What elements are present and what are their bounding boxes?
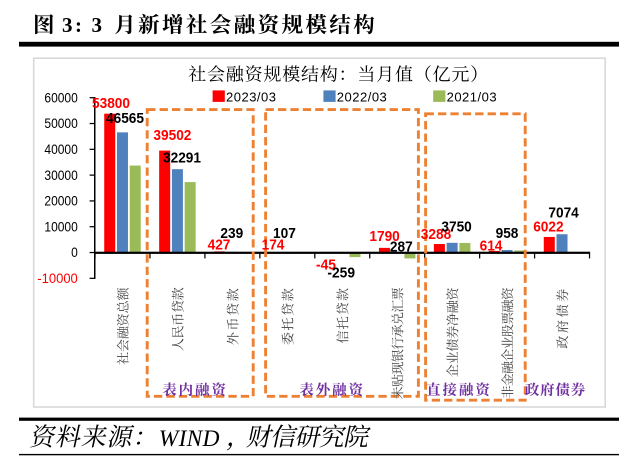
- svg-text:1790: 1790: [369, 228, 399, 245]
- svg-text:427: 427: [208, 236, 231, 253]
- svg-text:50000: 50000: [44, 116, 77, 131]
- svg-text:20000: 20000: [44, 194, 77, 209]
- svg-text:3750: 3750: [441, 218, 471, 235]
- svg-text:2022/03: 2022/03: [337, 90, 388, 105]
- svg-text:-10000: -10000: [37, 271, 78, 286]
- svg-text:287: 287: [390, 239, 413, 256]
- svg-text:7074: 7074: [548, 205, 579, 222]
- svg-text:3: 3: [92, 13, 103, 37]
- svg-text:WIND: WIND: [159, 426, 220, 452]
- svg-text:239: 239: [220, 225, 243, 242]
- svg-text:2023/03: 2023/03: [226, 90, 277, 105]
- svg-text:-45: -45: [316, 257, 337, 274]
- svg-text:6022: 6022: [533, 218, 563, 235]
- svg-text:32291: 32291: [163, 150, 201, 167]
- svg-text:60000: 60000: [44, 90, 77, 105]
- svg-text:0: 0: [71, 245, 78, 260]
- svg-text:3288: 3288: [421, 226, 451, 243]
- svg-text:10000: 10000: [44, 219, 77, 234]
- svg-text:46565: 46565: [106, 110, 144, 127]
- svg-text:174: 174: [262, 236, 285, 253]
- svg-text:39502: 39502: [153, 127, 191, 144]
- svg-text:53800: 53800: [92, 95, 130, 112]
- svg-text:107: 107: [273, 225, 296, 242]
- svg-text:30000: 30000: [44, 168, 77, 183]
- svg-text:614: 614: [480, 238, 503, 255]
- svg-text:-259: -259: [327, 264, 355, 281]
- svg-text:2021/03: 2021/03: [447, 90, 498, 105]
- svg-text:958: 958: [496, 225, 519, 242]
- svg-text:3:: 3:: [62, 13, 85, 37]
- svg-text:40000: 40000: [44, 142, 77, 157]
